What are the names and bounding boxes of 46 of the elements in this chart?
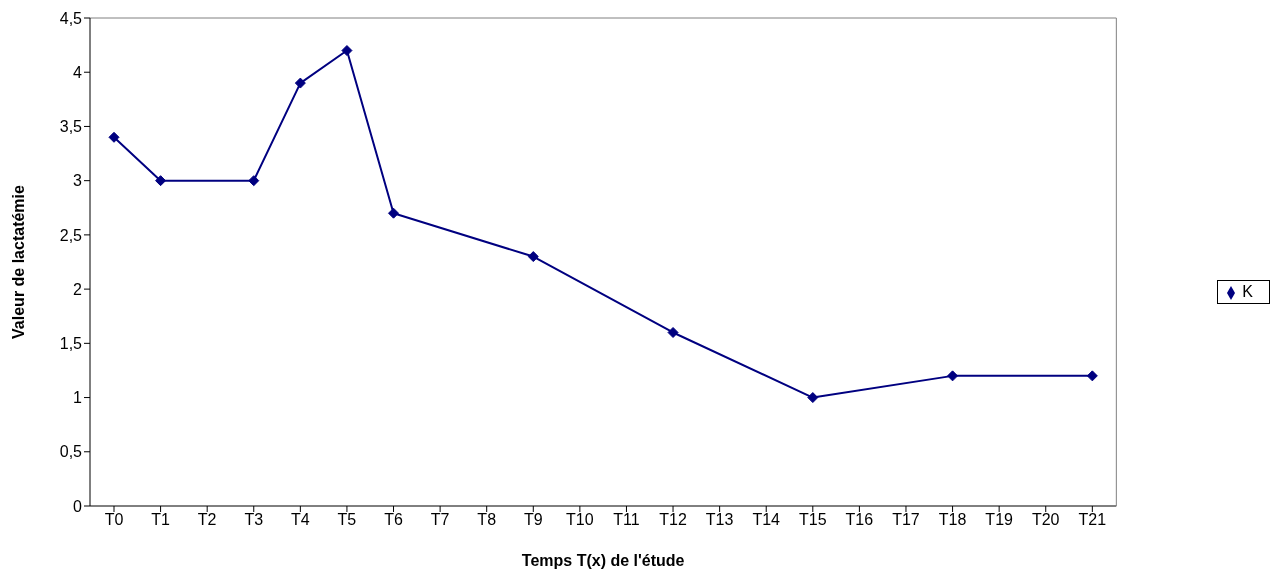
x-tick-label: T6 [384,511,403,529]
x-tick-label: T4 [291,511,310,529]
y-tick-label: 0,5 [59,443,83,461]
point [108,131,120,143]
x-tick-label: T18 [938,511,967,529]
point [667,326,679,338]
y-axis-title: Valeur de lactatémie [9,184,27,339]
legend-label: K [1242,283,1253,300]
x-tick-label: T14 [752,511,781,529]
x-tick-label: T5 [337,511,357,529]
point [341,45,353,57]
x-tick-label: T2 [197,511,217,529]
x-axis-title: Temps T(x) de l'étude [521,552,685,569]
y-tick-label: 1 [73,389,83,407]
point [807,392,819,404]
x-tick-label: T21 [1078,511,1107,529]
y-tick-label: 0 [73,497,83,515]
y-tick-label: 1,5 [59,335,83,353]
x-tick-label: T3 [244,511,264,529]
y-tick-label: 3,5 [59,118,83,136]
y-tick-label: 3 [73,172,83,190]
point [388,207,400,219]
point [527,251,539,263]
x-tick-label: T12 [659,511,687,529]
x-tick-label: T7 [430,511,450,529]
x-tick-label: T13 [705,511,734,529]
x-tick-label: T8 [477,511,497,529]
x-tick-label: T11 [613,511,640,529]
point [947,370,959,382]
y-tick-label: 2 [73,280,83,298]
x-tick-label: T20 [1031,511,1060,529]
x-tick-label: T9 [523,511,543,529]
point [155,175,167,187]
x-tick-label: T10 [566,511,594,529]
x-tick-label: T1 [151,511,171,529]
point [248,175,260,187]
y-tick-label: 4,5 [59,9,83,27]
y-tick-label: 4 [73,63,83,81]
x-tick-label: T15 [799,511,827,529]
point [1086,370,1098,382]
x-tick-label: T19 [985,511,1014,529]
y-tick-label: 2,5 [59,226,83,244]
x-tick-label: T17 [892,511,920,529]
x-tick-label: T16 [845,511,874,529]
x-tick-label: T0 [104,511,124,529]
point [294,77,306,89]
